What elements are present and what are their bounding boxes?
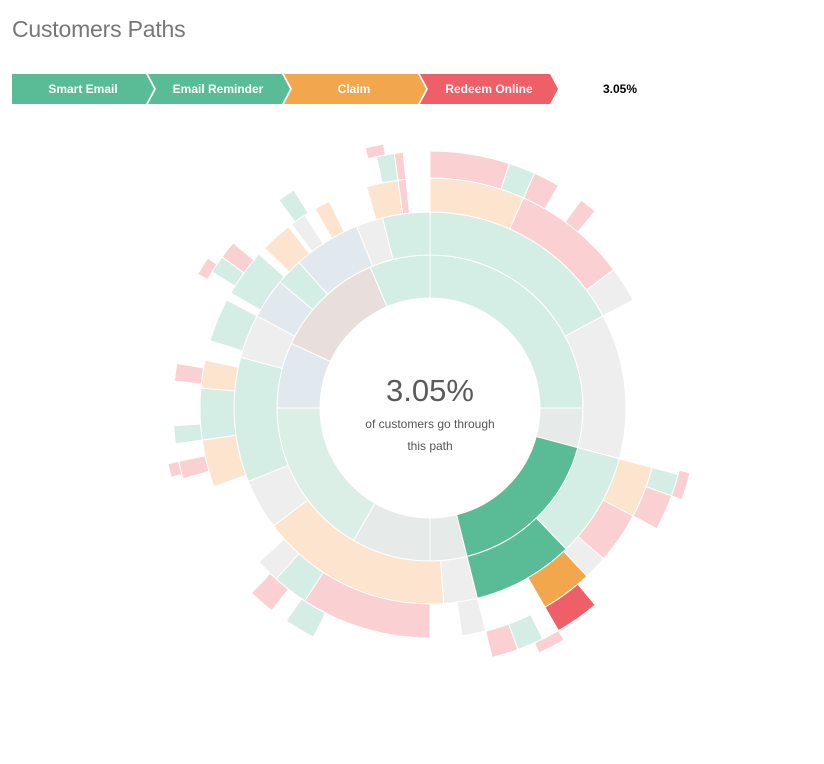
breadcrumb-step-email-reminder[interactable]: Email Reminder xyxy=(148,74,290,104)
breadcrumb-label: Email Reminder xyxy=(173,82,264,96)
breadcrumb-label: Redeem Online xyxy=(445,82,533,96)
breadcrumb-step-claim[interactable]: Claim xyxy=(284,74,426,104)
sunburst-segment[interactable] xyxy=(533,629,565,654)
sunburst-segment[interactable] xyxy=(221,242,255,274)
breadcrumb-step-smart-email[interactable]: Smart Email xyxy=(12,74,154,104)
center-label: 3.05% of customers go through this path xyxy=(330,372,530,454)
sunburst-segment[interactable] xyxy=(632,486,673,530)
breadcrumb-arrow xyxy=(148,74,290,104)
breadcrumb-arrow xyxy=(284,74,426,104)
sunburst-segment[interactable] xyxy=(522,172,560,210)
breadcrumb-label: Smart Email xyxy=(48,82,117,96)
sunburst-segment[interactable] xyxy=(393,151,407,181)
breadcrumb-step-redeem-online[interactable]: Redeem Online xyxy=(420,74,558,104)
sunburst-segment[interactable] xyxy=(263,226,311,273)
sunburst-segment[interactable] xyxy=(365,179,404,221)
sunburst-segment[interactable] xyxy=(200,359,239,392)
center-percentage: 3.05% xyxy=(386,373,474,408)
sunburst-segment[interactable] xyxy=(285,597,327,638)
sunburst-segment[interactable] xyxy=(197,257,218,281)
sunburst-segment[interactable] xyxy=(199,387,237,441)
center-caption-line-1: of customers go through xyxy=(365,417,495,431)
sunburst-segment-redeem-online[interactable] xyxy=(544,583,596,632)
center-caption-line-2: this path xyxy=(407,439,453,453)
sunburst-segment[interactable] xyxy=(278,189,309,223)
sunburst-segment[interactable] xyxy=(178,455,210,480)
sunburst-segment[interactable] xyxy=(209,299,258,352)
sunburst-segment[interactable] xyxy=(670,469,691,501)
breadcrumb-arrow xyxy=(420,74,558,104)
sunburst-segment[interactable] xyxy=(585,268,634,317)
sunburst-segment[interactable] xyxy=(314,200,345,239)
breadcrumb-trail: Smart Email Email Reminder Claim Redeem … xyxy=(12,74,637,104)
page-title: Customers Paths xyxy=(12,16,186,42)
sunburst-segment[interactable] xyxy=(250,572,290,612)
breadcrumb-arrow xyxy=(12,74,154,104)
breadcrumb-percentage: 3.05% xyxy=(603,82,637,96)
sunburst-segment[interactable] xyxy=(564,199,596,233)
sunburst-segment[interactable] xyxy=(456,597,487,637)
breadcrumb: Smart Email Email Reminder Claim Redeem … xyxy=(12,74,652,104)
breadcrumb-label: Claim xyxy=(338,82,371,96)
sunburst-segment[interactable] xyxy=(173,362,205,385)
sunburst-segment[interactable] xyxy=(485,623,519,658)
sunburst-segment[interactable] xyxy=(364,143,386,160)
sunburst-segment[interactable] xyxy=(173,423,203,445)
sunburst-segment[interactable] xyxy=(167,460,183,478)
